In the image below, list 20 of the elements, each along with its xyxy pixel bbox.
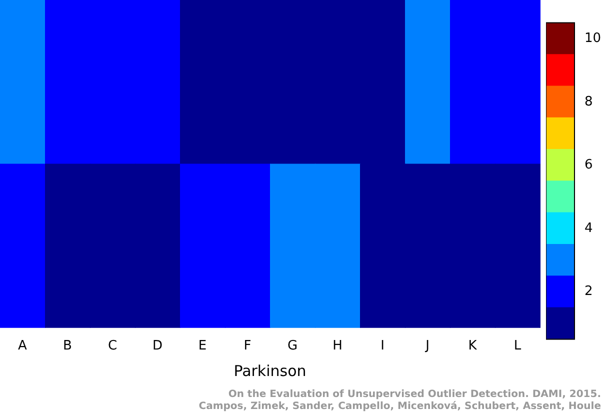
x-tick-label: J <box>424 338 430 354</box>
x-tick-label: I <box>380 338 384 354</box>
x-tick-label: E <box>198 338 207 354</box>
color-bar-label: 6 <box>584 158 593 173</box>
color-bar-label: 8 <box>584 94 593 110</box>
x-tick-label: F <box>244 338 252 354</box>
text: On the Evaluation of Unsupervised Outlier Detection. DAMI, 2015. <box>228 389 601 400</box>
x-axis-title: Parkinson <box>234 362 306 380</box>
x-tick-label: G <box>287 338 298 354</box>
x-tick-label: H <box>332 338 342 354</box>
x-tick-label: D <box>152 338 163 354</box>
x-tick-label: K <box>468 338 478 354</box>
x-tick-label: C <box>108 338 118 354</box>
x-tick-label: A <box>18 338 28 354</box>
x-tick-label: B <box>63 338 72 354</box>
color-bar-label: 4 <box>584 220 593 236</box>
color-bar-label: 2 <box>584 284 593 300</box>
color-bar-label: 10 <box>584 30 602 46</box>
text: Campos, Zimek, Sander, Campello, Micenková, Schubert, Assent, Houle <box>198 401 602 412</box>
x-tick-label: L <box>514 338 522 354</box>
